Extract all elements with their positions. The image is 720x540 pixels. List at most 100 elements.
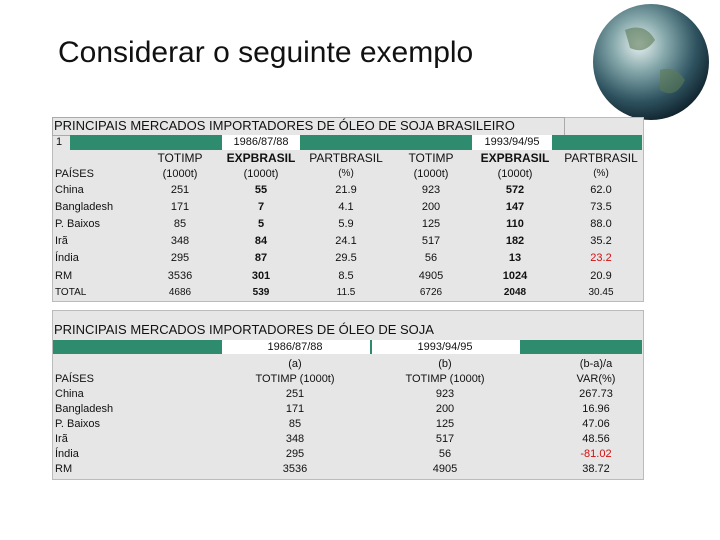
period-label: 1993/94/95 bbox=[484, 136, 540, 148]
table-cell: 38.72 bbox=[582, 463, 610, 475]
column-unit: TOTIMP (1000t) bbox=[255, 373, 335, 385]
table-cell: 923 bbox=[421, 184, 441, 196]
table-cell: 2048 bbox=[503, 287, 527, 298]
column-header: EXPBRASIL bbox=[480, 151, 550, 165]
table-cell: 251 bbox=[285, 388, 305, 400]
period-label: 1986/87/88 bbox=[267, 341, 323, 353]
table-cell: 517 bbox=[435, 433, 455, 445]
column-header: PARTBRASIL bbox=[564, 151, 638, 165]
label-cell bbox=[222, 135, 300, 150]
column-unit: TOTIMP (1000t) bbox=[405, 373, 485, 385]
column-unit: PAÍSES bbox=[55, 168, 94, 180]
table-cell: 30.45 bbox=[588, 287, 614, 298]
table-cell: 20.9 bbox=[590, 270, 612, 282]
table-cell: 55 bbox=[254, 184, 268, 196]
table-cell: 4905 bbox=[418, 270, 444, 282]
column-header: (b) bbox=[438, 358, 452, 370]
column-header: (a) bbox=[288, 358, 302, 370]
table-cell: 348 bbox=[285, 433, 305, 445]
column-header: EXPBRASIL bbox=[226, 151, 296, 165]
table-cell: 4686 bbox=[168, 287, 192, 298]
column-unit: (1000t) bbox=[413, 168, 449, 180]
column-unit: PAÍSES bbox=[55, 373, 94, 385]
table-cell: 4905 bbox=[432, 463, 458, 475]
table-cell: 8.5 bbox=[338, 270, 354, 282]
table-cell: 200 bbox=[435, 403, 455, 415]
table-cell: 11.5 bbox=[336, 287, 356, 298]
table-cell: 517 bbox=[421, 235, 441, 247]
row-label: Bangladesh bbox=[55, 201, 114, 213]
table-cell: 21.9 bbox=[335, 184, 357, 196]
table-cell: 84 bbox=[254, 235, 268, 247]
table-cell: 539 bbox=[252, 287, 270, 298]
row-label: Irã bbox=[55, 235, 68, 247]
table-2 bbox=[52, 310, 644, 480]
table-cell: 182 bbox=[505, 235, 525, 247]
table-cell: 125 bbox=[421, 218, 441, 230]
row-label: Irã bbox=[55, 433, 68, 445]
table-cell: 23.2 bbox=[590, 252, 612, 264]
column-unit: (1000t) bbox=[497, 168, 533, 180]
table-cell: 251 bbox=[170, 184, 190, 196]
slide-title: Considerar o seguinte exemplo bbox=[58, 36, 474, 69]
row-label: China bbox=[55, 388, 84, 400]
column-unit: (%) bbox=[593, 168, 609, 179]
table-cell: 24.1 bbox=[335, 235, 357, 247]
table-cell: 85 bbox=[173, 218, 187, 230]
row-label: TOTAL bbox=[55, 287, 87, 298]
row-label: RM bbox=[55, 463, 73, 475]
table-cell: 171 bbox=[170, 201, 190, 213]
table-cell: 3536 bbox=[167, 270, 193, 282]
table-cell: 6726 bbox=[419, 287, 443, 298]
table-cell: 16.96 bbox=[582, 403, 610, 415]
table-cell: 88.0 bbox=[590, 218, 612, 230]
column-header: TOTIMP bbox=[408, 151, 454, 165]
column-header: PARTBRASIL bbox=[309, 151, 383, 165]
table-cell: 348 bbox=[170, 235, 190, 247]
table-cell: 295 bbox=[285, 448, 305, 460]
row-label: Índia bbox=[55, 252, 79, 264]
column-unit: (1000t) bbox=[243, 168, 279, 180]
period-label: 1986/87/88 bbox=[233, 136, 289, 148]
table-cell: 13 bbox=[508, 252, 522, 264]
table-cell: 295 bbox=[170, 252, 190, 264]
table-cell: 85 bbox=[288, 418, 302, 430]
column-unit: VAR(%) bbox=[576, 373, 616, 385]
table-title: PRINCIPAIS MERCADOS IMPORTADORES DE ÓLEO… bbox=[54, 118, 515, 133]
table-cell: 56 bbox=[438, 448, 452, 460]
table-cell: 110 bbox=[506, 218, 524, 230]
header-band bbox=[70, 135, 642, 150]
table-cell: 35.2 bbox=[590, 235, 612, 247]
table-cell: 5.9 bbox=[338, 218, 354, 230]
table-cell: 3536 bbox=[282, 463, 308, 475]
table-cell: 56 bbox=[424, 252, 438, 264]
table-cell: 73.5 bbox=[590, 201, 612, 213]
table-cell: 47.06 bbox=[582, 418, 610, 430]
table-cell: 171 bbox=[285, 403, 305, 415]
table-cell: 1024 bbox=[502, 270, 528, 282]
table-cell: 87 bbox=[254, 252, 268, 264]
table-cell: -81.02 bbox=[580, 448, 612, 460]
row-label: RM bbox=[55, 270, 73, 282]
label-cell bbox=[222, 340, 370, 354]
table-cell: 62.0 bbox=[590, 184, 612, 196]
table-cell: 923 bbox=[435, 388, 455, 400]
row-label: Bangladesh bbox=[55, 403, 114, 415]
table-cell: 200 bbox=[421, 201, 441, 213]
row-number: 1 bbox=[56, 136, 63, 148]
table-cell: 147 bbox=[505, 201, 525, 213]
column-header: (b-a)/a bbox=[579, 358, 613, 370]
row-label: Índia bbox=[55, 448, 79, 460]
period-label: 1993/94/95 bbox=[417, 341, 473, 353]
row-label: P. Baixos bbox=[55, 418, 101, 430]
table-cell: 48.56 bbox=[582, 433, 610, 445]
label-cell bbox=[472, 135, 552, 150]
table-cell: 125 bbox=[435, 418, 455, 430]
table-cell: 572 bbox=[505, 184, 525, 196]
row-label: P. Baixos bbox=[55, 218, 101, 230]
globe bbox=[593, 4, 709, 120]
column-header: TOTIMP bbox=[157, 151, 203, 165]
column-unit: (1000t) bbox=[162, 168, 198, 180]
label-cell bbox=[372, 340, 520, 354]
